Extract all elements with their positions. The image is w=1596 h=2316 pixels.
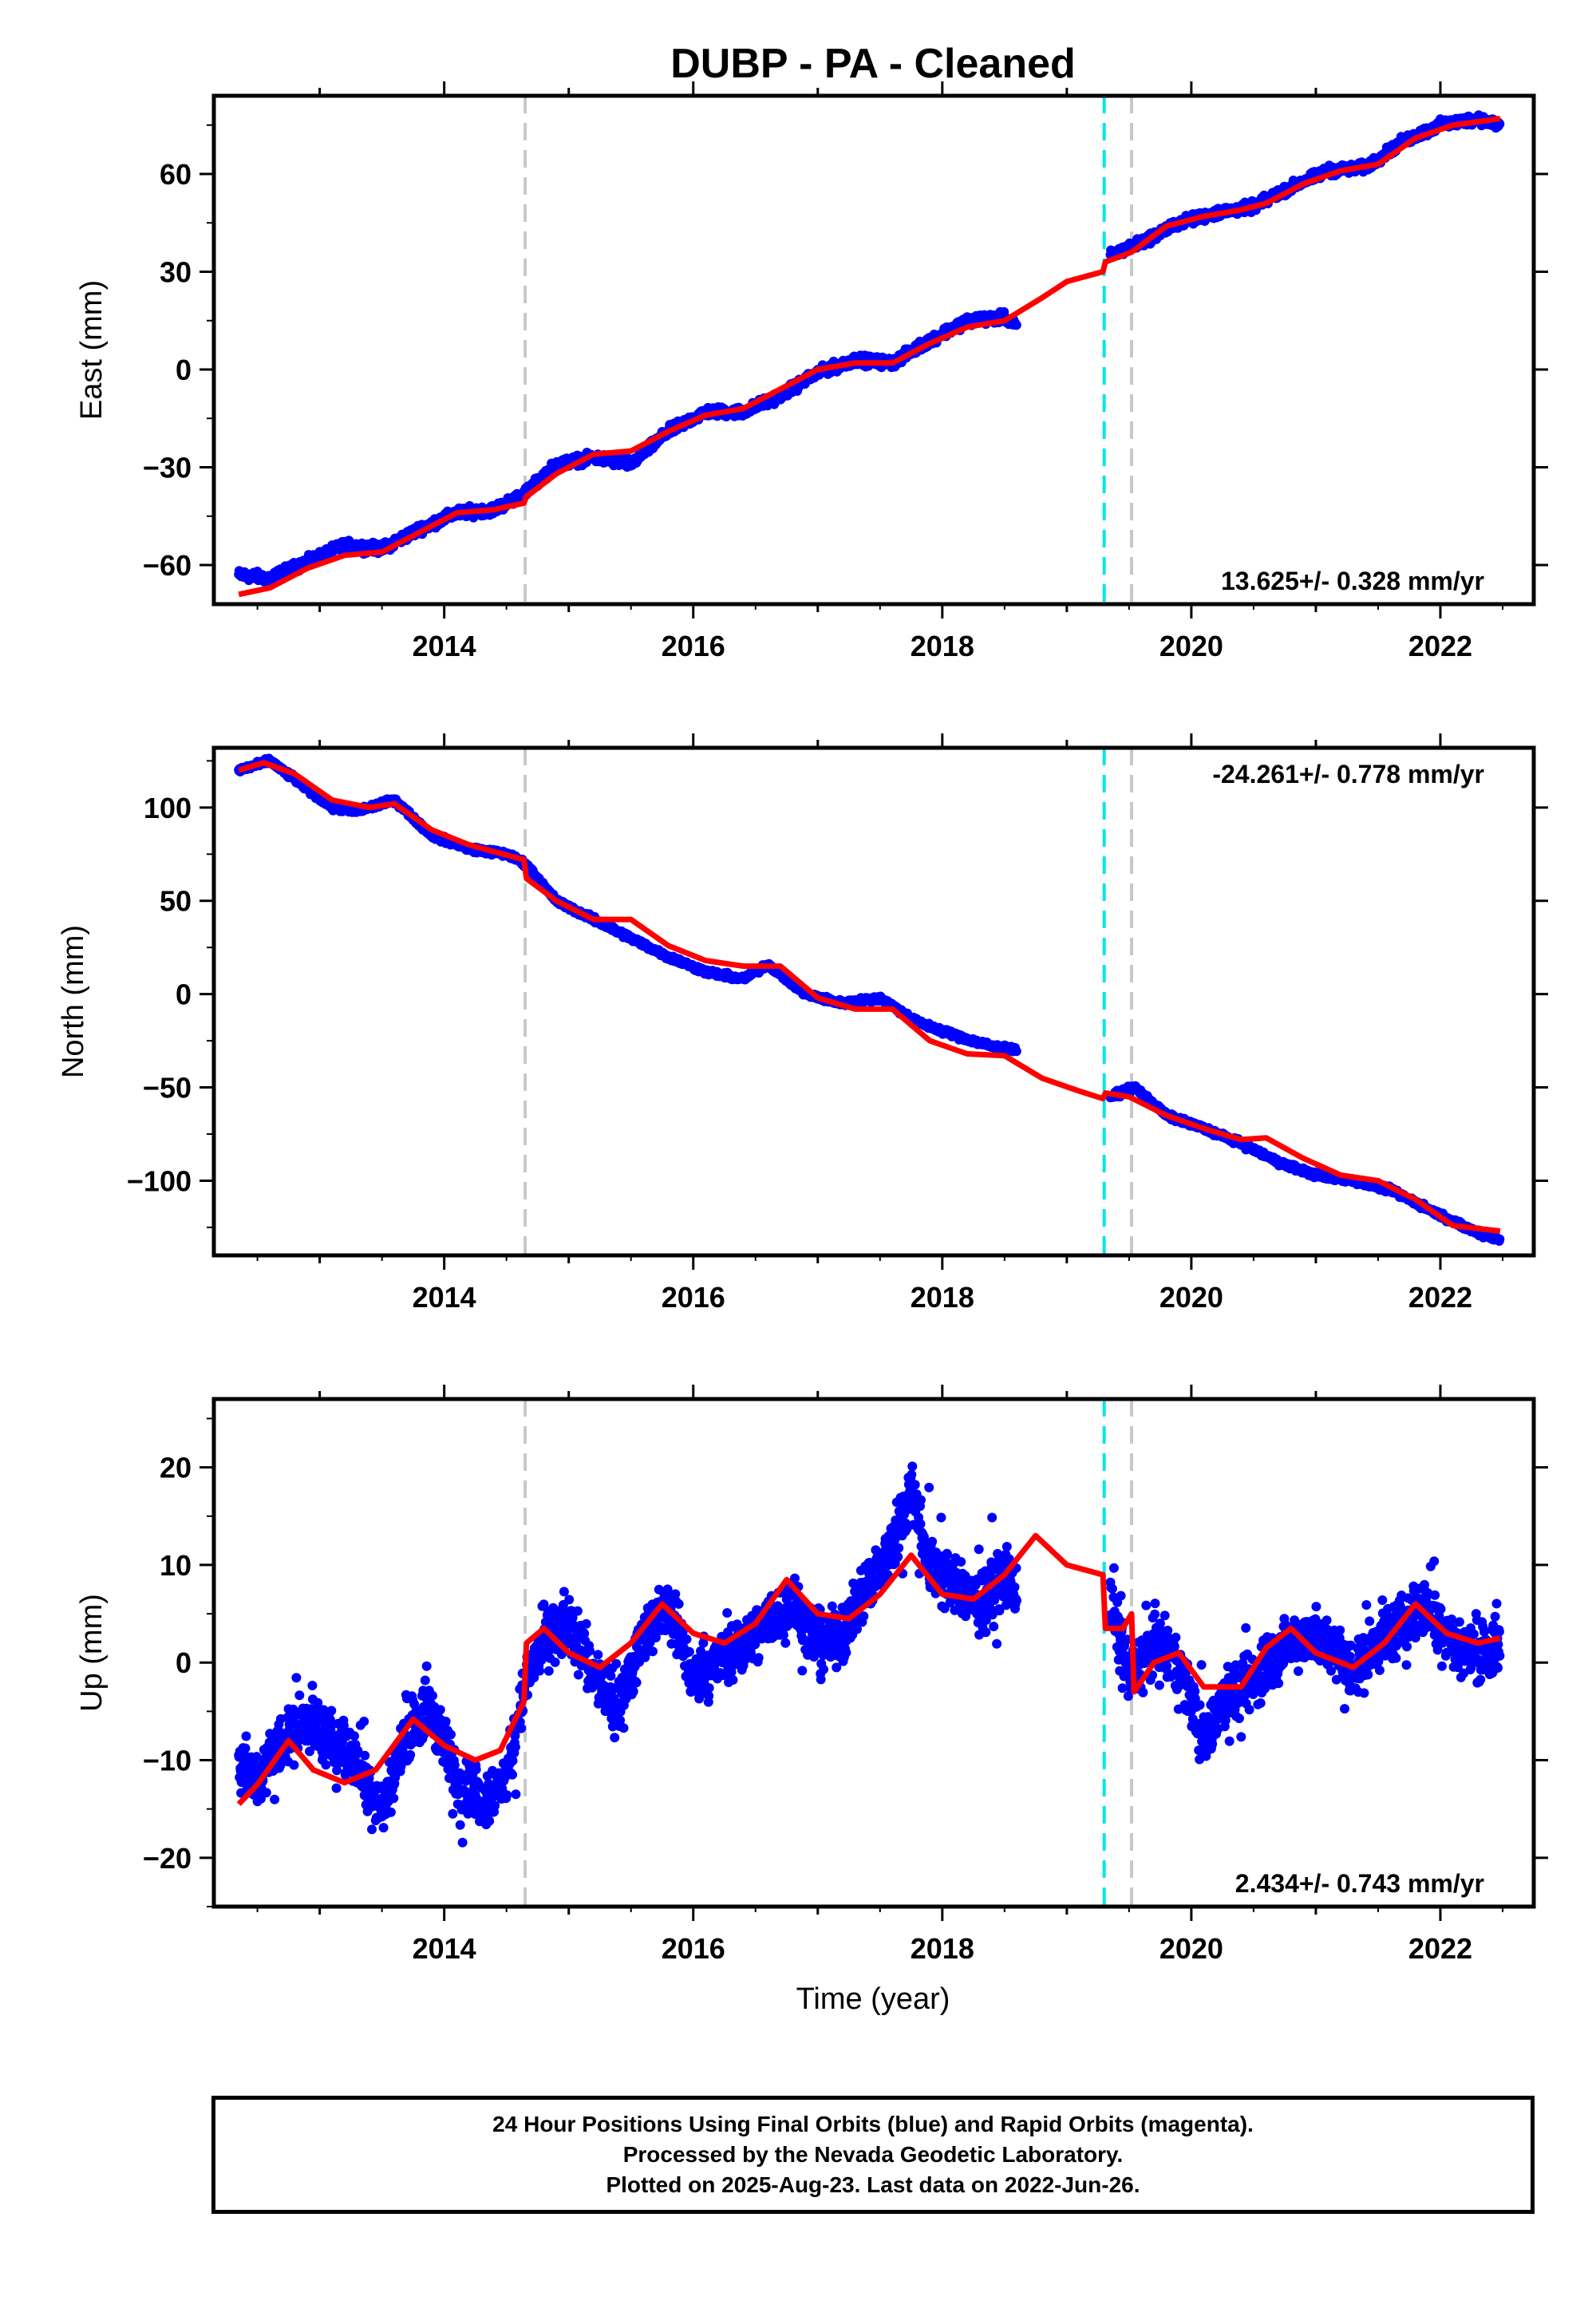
north-x-tick-label: 2016 bbox=[662, 1281, 725, 1314]
north-y-tick-label: −50 bbox=[143, 1072, 192, 1105]
north-x-tick-label: 2022 bbox=[1408, 1281, 1472, 1314]
north-x-tick-label: 2020 bbox=[1159, 1281, 1223, 1314]
north-data-point bbox=[1495, 1234, 1505, 1244]
east-x-tick-label: 2020 bbox=[1159, 630, 1223, 662]
east-y-tick-label: −30 bbox=[143, 452, 192, 484]
north-x-tick-label: 2014 bbox=[413, 1281, 476, 1314]
north-y-tick-label: −100 bbox=[127, 1164, 192, 1197]
east-y-tick-label: 60 bbox=[160, 158, 192, 191]
north-x-tick-label: 2018 bbox=[911, 1281, 974, 1314]
figure-title: DUBP - PA - Cleaned bbox=[670, 41, 1076, 87]
east-x-tick-label: 2014 bbox=[413, 630, 476, 662]
east-x-tick-label: 2018 bbox=[911, 630, 974, 662]
east-panel: 2014 2016 2018 2020 2022 −60 −30 0 30 60 East (mm)… bbox=[75, 81, 1548, 662]
east-velocity-label: 13.625+/- 0.328 mm/yr bbox=[1221, 567, 1484, 595]
east-x-tick-label: 2022 bbox=[1408, 630, 1472, 662]
east-plot-frame bbox=[211, 93, 1536, 607]
east-y-axis-label: East (mm) bbox=[75, 280, 109, 420]
north-model-fit-line bbox=[238, 760, 1501, 1235]
east-y-tick-label: −60 bbox=[143, 549, 192, 582]
east-y-tick-label: 30 bbox=[160, 256, 192, 289]
north-data-point bbox=[1011, 1046, 1021, 1057]
north-plot-frame bbox=[211, 745, 1536, 1258]
east-x-tick-label: 2016 bbox=[662, 630, 725, 662]
east-data-point bbox=[1011, 320, 1021, 330]
east-y-tick-label: 0 bbox=[176, 354, 192, 386]
east-model-fit-line bbox=[238, 116, 1501, 598]
